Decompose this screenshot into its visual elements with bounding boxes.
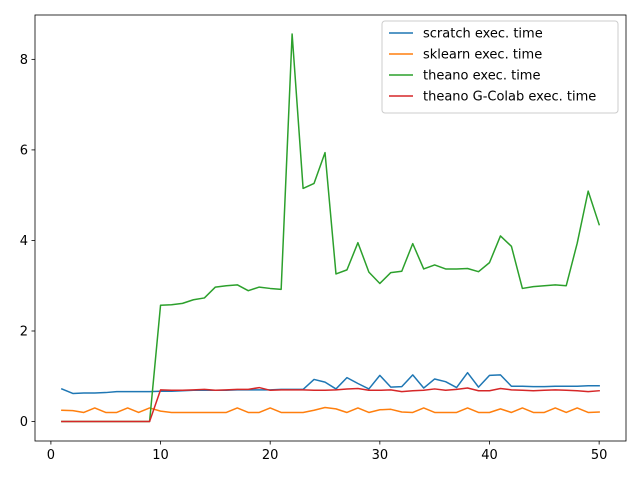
y-tick-label: 4 bbox=[20, 234, 28, 249]
plot-area bbox=[60, 33, 601, 423]
y-tick-label: 6 bbox=[20, 143, 28, 158]
x-tick-label: 20 bbox=[262, 448, 279, 463]
axes: 0 10 20 30 40 50 0 2 4 6 8 bbox=[20, 14, 627, 463]
x-tick-label: 10 bbox=[152, 448, 169, 463]
legend-box bbox=[381, 20, 619, 114]
x-tick-label: 0 bbox=[47, 448, 55, 463]
x-tick-label: 30 bbox=[372, 448, 389, 463]
x-tick-label: 50 bbox=[591, 448, 608, 463]
legend-label-1: scratch exec. time bbox=[423, 27, 543, 42]
series-line-1 bbox=[60, 371, 600, 395]
x-tick-label: 40 bbox=[481, 448, 498, 463]
series-line-3 bbox=[61, 33, 601, 423]
legend: scratch exec. time sklearn exec. time thea… bbox=[381, 20, 619, 114]
y-tick-label: 2 bbox=[20, 324, 28, 339]
legend-label-3: theano exec. time bbox=[423, 69, 540, 84]
axes-frame bbox=[34, 14, 627, 442]
series-line-4 bbox=[61, 386, 600, 423]
legend-label-4: theano G-Colab exec. time bbox=[423, 90, 596, 105]
y-tick-label: 0 bbox=[20, 415, 28, 430]
legend-label-2: sklearn exec. time bbox=[423, 48, 542, 63]
y-tick-label: 8 bbox=[20, 53, 28, 68]
